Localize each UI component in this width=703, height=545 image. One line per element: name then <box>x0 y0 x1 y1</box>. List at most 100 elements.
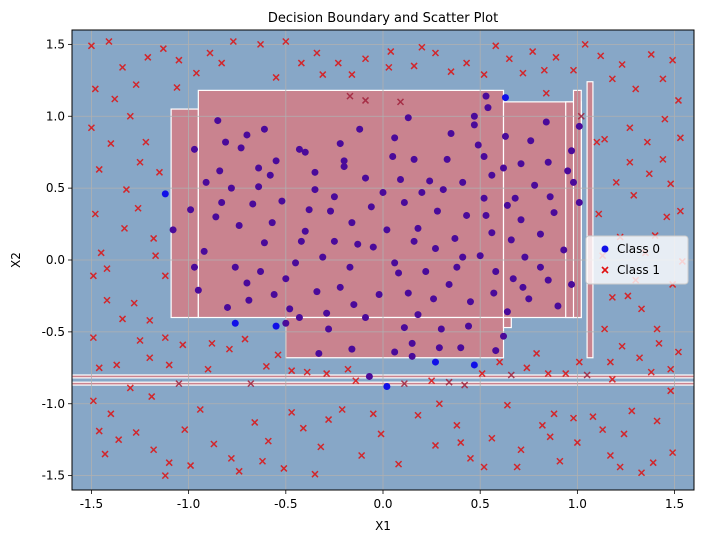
class-0-point <box>426 177 434 185</box>
class-1-point <box>251 418 259 426</box>
class-1-point <box>148 393 156 401</box>
class-0-point <box>408 339 416 347</box>
class-1-point <box>540 66 548 74</box>
class-1-point <box>348 71 356 79</box>
x-axis-ticks: -1.5 -1.0 -0.5 0.0 0.5 1.0 1.5 <box>80 490 684 511</box>
class-1-point <box>410 62 418 70</box>
class-1-point <box>418 43 426 51</box>
class-1-point <box>466 454 474 462</box>
class-0-point <box>431 358 439 366</box>
x-tick-label: -1.0 <box>177 497 200 511</box>
class-0-point <box>396 176 404 183</box>
class-1-point <box>496 358 504 366</box>
class-0-point <box>216 167 224 175</box>
class-1-point <box>297 59 305 67</box>
class-1-point <box>311 470 319 478</box>
class-0-point <box>354 240 362 248</box>
class-1-point <box>258 457 267 465</box>
class-1-point <box>637 469 646 477</box>
class-1-point <box>569 66 578 74</box>
class-1-point <box>663 213 671 221</box>
class-1-point <box>643 138 651 146</box>
class-0-point <box>369 243 377 251</box>
class-0-point <box>569 178 577 186</box>
legend-label-class-0: Class 0 <box>617 242 660 256</box>
class-0-point <box>391 134 399 142</box>
class-1-point <box>647 50 655 58</box>
class-0-point <box>260 239 268 247</box>
class-1-point <box>119 63 127 71</box>
class-1-point <box>655 339 663 347</box>
class-1-point <box>637 305 646 313</box>
x-tick-label: -1.5 <box>80 497 103 511</box>
class-1-point <box>647 368 655 376</box>
class-1-point <box>119 315 127 323</box>
class-0-point <box>286 305 294 313</box>
class-0-point <box>297 237 305 245</box>
decision-region-3 <box>502 101 575 319</box>
class-0-point <box>488 229 496 237</box>
class-0-point <box>346 263 354 271</box>
class-1-point <box>95 364 103 372</box>
decision-region-7 <box>586 81 594 359</box>
legend: Class 0 Class 1 <box>585 235 689 285</box>
class-1-point <box>319 71 327 79</box>
class-1-point <box>575 358 583 366</box>
class-1-point <box>317 443 325 451</box>
class-0-point <box>218 199 226 206</box>
class-1-point <box>89 334 97 342</box>
class-0-point <box>272 157 280 165</box>
class-1-point <box>87 124 95 132</box>
class-0-point <box>488 171 496 179</box>
class-0-point <box>379 188 387 196</box>
class-0-point <box>268 219 276 227</box>
x-tick-label: -0.5 <box>274 497 297 511</box>
class-1-point <box>181 426 189 434</box>
class-1-point <box>612 178 620 186</box>
class-1-point <box>272 73 280 81</box>
class-1-point <box>299 424 307 432</box>
class-1-point <box>431 49 440 57</box>
class-1-point <box>606 358 614 366</box>
y-tick-label: -1.5 <box>42 469 65 483</box>
class-0-point <box>517 160 525 168</box>
class-1-point <box>608 375 616 383</box>
class-0-point <box>480 153 488 160</box>
class-0-point <box>410 155 418 163</box>
class-0-point <box>542 118 550 126</box>
x-tick-label: 1.0 <box>568 497 587 511</box>
class-1-point <box>142 138 150 146</box>
class-0-point <box>451 234 459 242</box>
class-0-point <box>443 155 451 163</box>
class-1-point <box>210 440 218 448</box>
class-1-point <box>608 293 616 301</box>
class-0-point <box>383 383 391 390</box>
class-0-point <box>235 222 243 229</box>
class-0-point <box>511 194 519 202</box>
class-1-point <box>674 96 682 104</box>
class-0-point <box>410 237 418 245</box>
class-0-point <box>272 322 280 330</box>
class-0-point <box>313 288 321 296</box>
class-1-point <box>377 430 385 438</box>
class-0-point <box>278 197 286 205</box>
y-axis-label: X2 <box>9 252 23 268</box>
class-0-point <box>466 298 474 306</box>
class-1-point <box>144 53 152 61</box>
class-0-point <box>169 226 177 234</box>
class-0-point <box>435 344 443 352</box>
class-1-point <box>264 437 272 445</box>
class-1-point <box>581 40 589 48</box>
class-0-point <box>484 104 492 112</box>
class-1-point <box>288 408 296 416</box>
class-0-point <box>311 168 319 176</box>
class-0-point <box>340 163 348 171</box>
class-1-point <box>87 42 95 50</box>
class-0-point <box>470 121 478 129</box>
x-tick-label: 0.0 <box>373 497 392 511</box>
class-0-point <box>301 148 309 156</box>
class-1-point <box>338 405 346 414</box>
class-0-point <box>190 263 198 271</box>
class-1-point <box>606 451 614 460</box>
class-0-point <box>301 227 309 235</box>
